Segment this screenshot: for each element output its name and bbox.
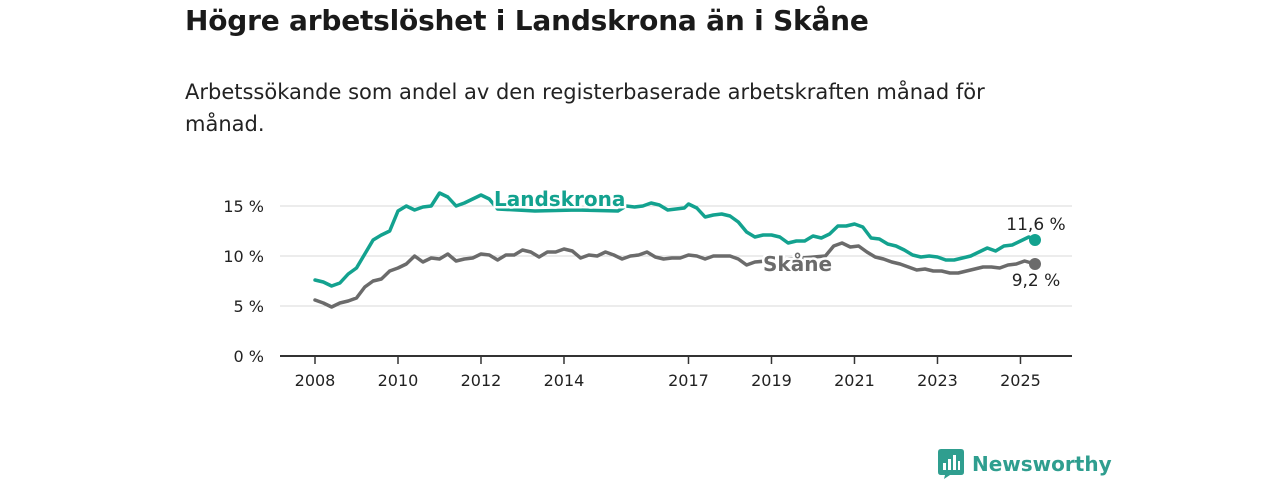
newsworthy-logo-icon	[938, 449, 964, 479]
y-tick-label: 15 %	[223, 197, 264, 216]
x-tick-label: 2010	[378, 371, 419, 390]
x-tick-label: 2019	[751, 371, 792, 390]
chart-subtitle: Arbetssökande som andel av den registerb…	[185, 80, 985, 136]
end-value-skane: 9,2 %	[1012, 271, 1061, 291]
x-tick-label: 2008	[295, 371, 336, 390]
y-tick-label: 10 %	[223, 247, 264, 266]
grid-layer	[280, 205, 1072, 307]
chart-title: Högre arbetslöshet i Landskrona än i Skå…	[185, 4, 869, 37]
x-tick-label: 2017	[668, 371, 709, 390]
newsworthy-logo: Newsworthy	[938, 449, 1112, 479]
series-end-point	[1029, 258, 1041, 270]
end-value-landskrona: 11,6 %	[1006, 215, 1065, 235]
x-tick-label: 2021	[834, 371, 875, 390]
x-tick-label: 2014	[544, 371, 585, 390]
x-tick-label: 2025	[1000, 371, 1041, 390]
series-line-landskrona	[313, 191, 1037, 288]
label-layer: Landskrona Skåne 11,6 % 9,2 %	[492, 185, 1066, 292]
y-tick-label: 0 %	[234, 347, 264, 366]
series-label-skane: Skåne	[763, 252, 832, 276]
axis-layer: 0 % 5 % 10 % 15 % 2008 2010 2012 2014 2017 2019 20…	[223, 197, 1072, 390]
series-label-landskrona: Landskrona	[494, 187, 625, 211]
y-tick-label: 5 %	[234, 297, 264, 316]
x-tick-label: 2012	[461, 371, 502, 390]
x-tick-label: 2023	[917, 371, 958, 390]
series-end-point	[1029, 234, 1041, 246]
brand-name: Newsworthy	[972, 452, 1112, 476]
series-line-skane	[313, 241, 1037, 309]
series-layer	[313, 191, 1041, 309]
